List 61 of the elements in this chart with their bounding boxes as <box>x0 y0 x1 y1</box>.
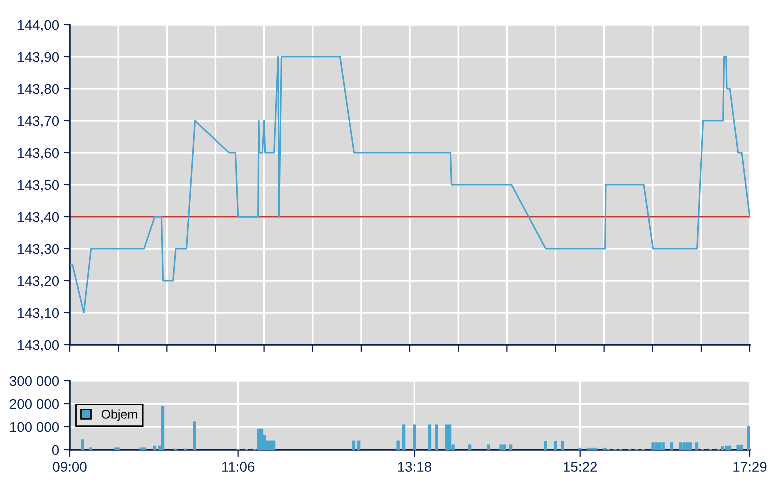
bar <box>153 446 156 450</box>
bar <box>428 424 432 450</box>
y-tick-label: 143,70 <box>18 116 60 128</box>
bar <box>500 444 503 450</box>
bar <box>487 444 490 450</box>
y-tick-label: 143,20 <box>18 276 60 288</box>
y-tick-label: 143,10 <box>18 308 60 320</box>
bar <box>695 442 699 450</box>
y-tick-label: 144,00 <box>18 20 60 32</box>
x-tick-label: 15:22 <box>564 462 598 472</box>
y-tick-label: 143,30 <box>18 244 60 256</box>
bar <box>652 442 655 450</box>
bar <box>193 422 196 450</box>
y-tick-label: 100 000 <box>10 422 60 432</box>
bar <box>257 428 260 450</box>
bar <box>721 446 724 450</box>
x-tick-label: 17:29 <box>734 462 767 472</box>
bar <box>682 442 686 450</box>
bar <box>396 440 400 450</box>
bar <box>448 424 452 450</box>
bar <box>161 406 165 450</box>
bar <box>402 424 406 450</box>
y-tick-label: 143,50 <box>18 180 60 192</box>
x-tick-label: 13:18 <box>398 462 432 472</box>
line-series <box>70 56 750 314</box>
bar <box>725 446 728 450</box>
bar <box>670 442 674 450</box>
bar <box>662 442 665 450</box>
bar <box>503 444 506 450</box>
y-tick-label: 143,40 <box>18 212 60 224</box>
bar <box>658 442 662 450</box>
y-tick-label: 143,00 <box>18 340 60 352</box>
x-tick-label: 11:06 <box>222 462 255 472</box>
bar <box>740 444 744 450</box>
bar <box>544 441 548 450</box>
bar <box>728 446 732 450</box>
y-tick-label: 143,90 <box>18 52 60 64</box>
bar <box>352 440 356 450</box>
bar <box>509 444 513 450</box>
x-tick-label: 09:00 <box>53 462 87 472</box>
bar <box>269 440 273 450</box>
bar <box>561 441 564 450</box>
y-tick-label: 0 <box>52 445 60 456</box>
bar <box>554 441 558 450</box>
bar <box>736 444 740 450</box>
y-tick-label: 300 000 <box>10 376 60 386</box>
bar <box>445 424 448 450</box>
bar <box>468 444 472 450</box>
bar <box>81 440 84 450</box>
y-tick-label: 143,60 <box>18 148 60 160</box>
bar <box>413 424 416 450</box>
bar <box>747 426 750 450</box>
bar <box>272 440 276 450</box>
bar <box>689 442 692 450</box>
bar <box>435 424 438 450</box>
y-tick-label: 143,80 <box>18 84 60 96</box>
bar <box>679 442 683 450</box>
y-tick-label: 200 000 <box>10 399 60 410</box>
bar <box>655 442 658 450</box>
bar <box>357 440 361 450</box>
legend-label: Objem <box>102 410 138 422</box>
